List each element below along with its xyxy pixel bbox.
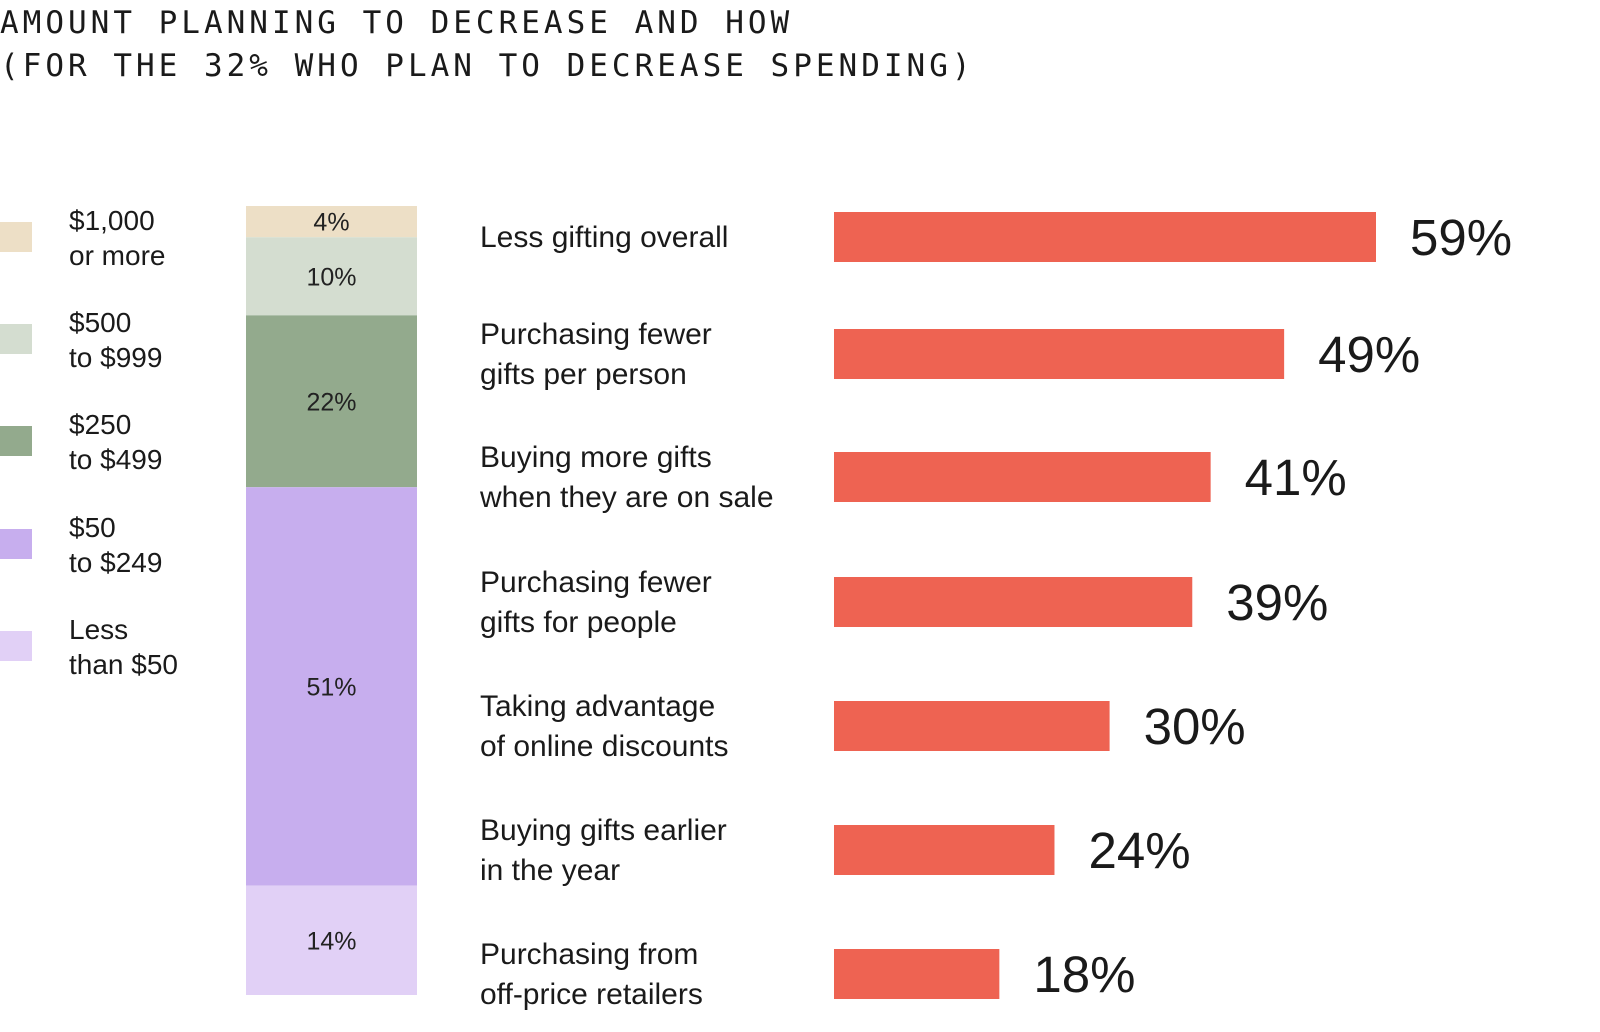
bar bbox=[834, 329, 1285, 379]
legend-item: Less than $50 bbox=[0, 614, 178, 680]
category-label: Buying gifts earlier bbox=[480, 814, 727, 847]
legend-swatch bbox=[0, 426, 32, 456]
legend: $1,000 or more $500 to $999 $250 to $499 $50 to… bbox=[0, 205, 178, 680]
legend-label: than $50 bbox=[69, 649, 178, 680]
category-label: when they are on sale bbox=[479, 481, 774, 514]
value-label: 30% bbox=[1144, 698, 1246, 755]
category-label: off-price retailers bbox=[480, 978, 703, 1011]
legend-label: Less bbox=[69, 614, 128, 645]
legend-swatch bbox=[0, 529, 32, 559]
stacked-bar: 4% 10% 22% 51% 14% bbox=[246, 206, 417, 995]
value-label: 39% bbox=[1226, 574, 1328, 631]
stack-segment-label: 10% bbox=[306, 263, 356, 291]
legend-label: to $249 bbox=[69, 547, 162, 578]
bar bbox=[834, 701, 1110, 751]
chart-title-line-2: (FOR THE 32% WHO PLAN TO DECREASE SPENDI… bbox=[0, 48, 975, 84]
category-label: gifts for people bbox=[480, 606, 677, 639]
legend-label: to $499 bbox=[69, 444, 162, 475]
stack-segment bbox=[246, 206, 417, 238]
stack-segment bbox=[246, 315, 417, 488]
value-label: 41% bbox=[1245, 449, 1347, 506]
stack-segment-label: 51% bbox=[306, 673, 356, 701]
chart-title-line-1: AMOUNT PLANNING TO DECREASE AND HOW bbox=[0, 5, 794, 41]
legend-swatch bbox=[0, 324, 32, 354]
legend-item: $1,000 or more bbox=[0, 205, 165, 271]
category-label: Purchasing fewer bbox=[480, 566, 712, 599]
category-label: gifts per person bbox=[480, 358, 687, 391]
category-label: Buying more gifts bbox=[480, 441, 712, 474]
horizontal-bar-chart: Less gifting overall 59% Purchasing fewer g… bbox=[479, 209, 1512, 1011]
bar bbox=[834, 212, 1376, 262]
category-label: Taking advantage bbox=[480, 690, 715, 723]
legend-label: $500 bbox=[69, 307, 131, 338]
stack-segment bbox=[246, 885, 417, 995]
value-label: 49% bbox=[1318, 326, 1420, 383]
legend-label: $250 bbox=[69, 409, 131, 440]
legend-item: $500 to $999 bbox=[0, 307, 162, 373]
legend-label: to $999 bbox=[69, 342, 162, 373]
bar bbox=[834, 452, 1211, 502]
legend-swatch bbox=[0, 222, 32, 252]
bar bbox=[834, 825, 1055, 875]
category-label: Less gifting overall bbox=[480, 221, 728, 254]
category-label: Purchasing from bbox=[480, 938, 698, 971]
legend-label: or more bbox=[69, 240, 165, 271]
stack-segment bbox=[246, 237, 417, 316]
stack-segment-label: 4% bbox=[313, 209, 349, 237]
legend-label: $1,000 bbox=[69, 205, 155, 236]
stack-segment-label: 14% bbox=[306, 927, 356, 955]
legend-label: $50 bbox=[69, 512, 116, 543]
legend-item: $250 to $499 bbox=[0, 409, 162, 475]
value-label: 59% bbox=[1410, 209, 1512, 266]
legend-swatch bbox=[0, 631, 32, 661]
bar bbox=[834, 577, 1193, 627]
bar bbox=[834, 949, 1000, 999]
category-label: of online discounts bbox=[480, 730, 729, 763]
stack-segment-label: 22% bbox=[306, 388, 356, 416]
stack-segment bbox=[246, 487, 417, 886]
category-label: in the year bbox=[480, 854, 620, 887]
chart-title: AMOUNT PLANNING TO DECREASE AND HOW (FOR… bbox=[0, 2, 975, 88]
legend-item: $50 to $249 bbox=[0, 512, 162, 578]
value-label: 18% bbox=[1033, 946, 1135, 1003]
value-label: 24% bbox=[1088, 822, 1190, 879]
category-label: Purchasing fewer bbox=[480, 318, 712, 351]
